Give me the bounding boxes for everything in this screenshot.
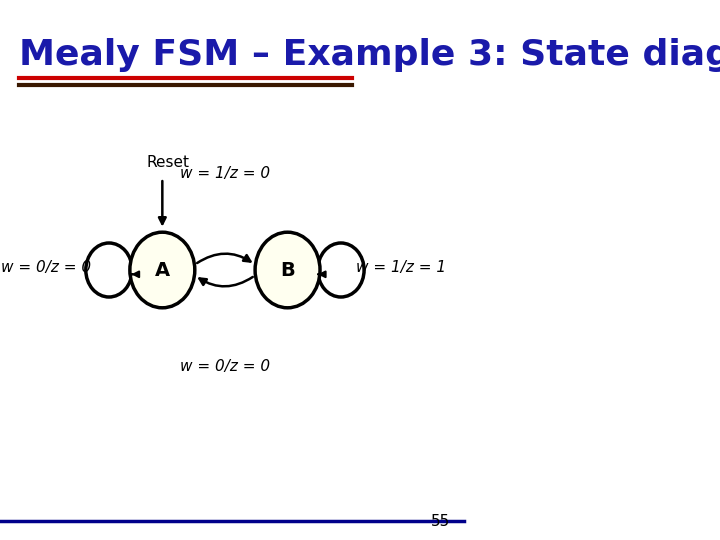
- FancyArrowPatch shape: [318, 272, 325, 277]
- Text: 55: 55: [431, 514, 450, 529]
- Text: B: B: [280, 260, 295, 280]
- Text: w = 1/z = 0: w = 1/z = 0: [180, 166, 270, 181]
- FancyArrowPatch shape: [132, 272, 139, 277]
- Text: w = 1/z = 1: w = 1/z = 1: [356, 260, 446, 275]
- FancyArrowPatch shape: [199, 277, 253, 286]
- Text: w = 0/z = 0: w = 0/z = 0: [180, 359, 270, 374]
- Text: Reset: Reset: [146, 155, 189, 170]
- Text: w = 0/z = 0: w = 0/z = 0: [1, 260, 91, 275]
- Circle shape: [255, 232, 320, 308]
- FancyArrowPatch shape: [197, 254, 251, 263]
- Circle shape: [130, 232, 195, 308]
- Text: Mealy FSM – Example 3: State diagram: Mealy FSM – Example 3: State diagram: [19, 38, 720, 72]
- Text: A: A: [155, 260, 170, 280]
